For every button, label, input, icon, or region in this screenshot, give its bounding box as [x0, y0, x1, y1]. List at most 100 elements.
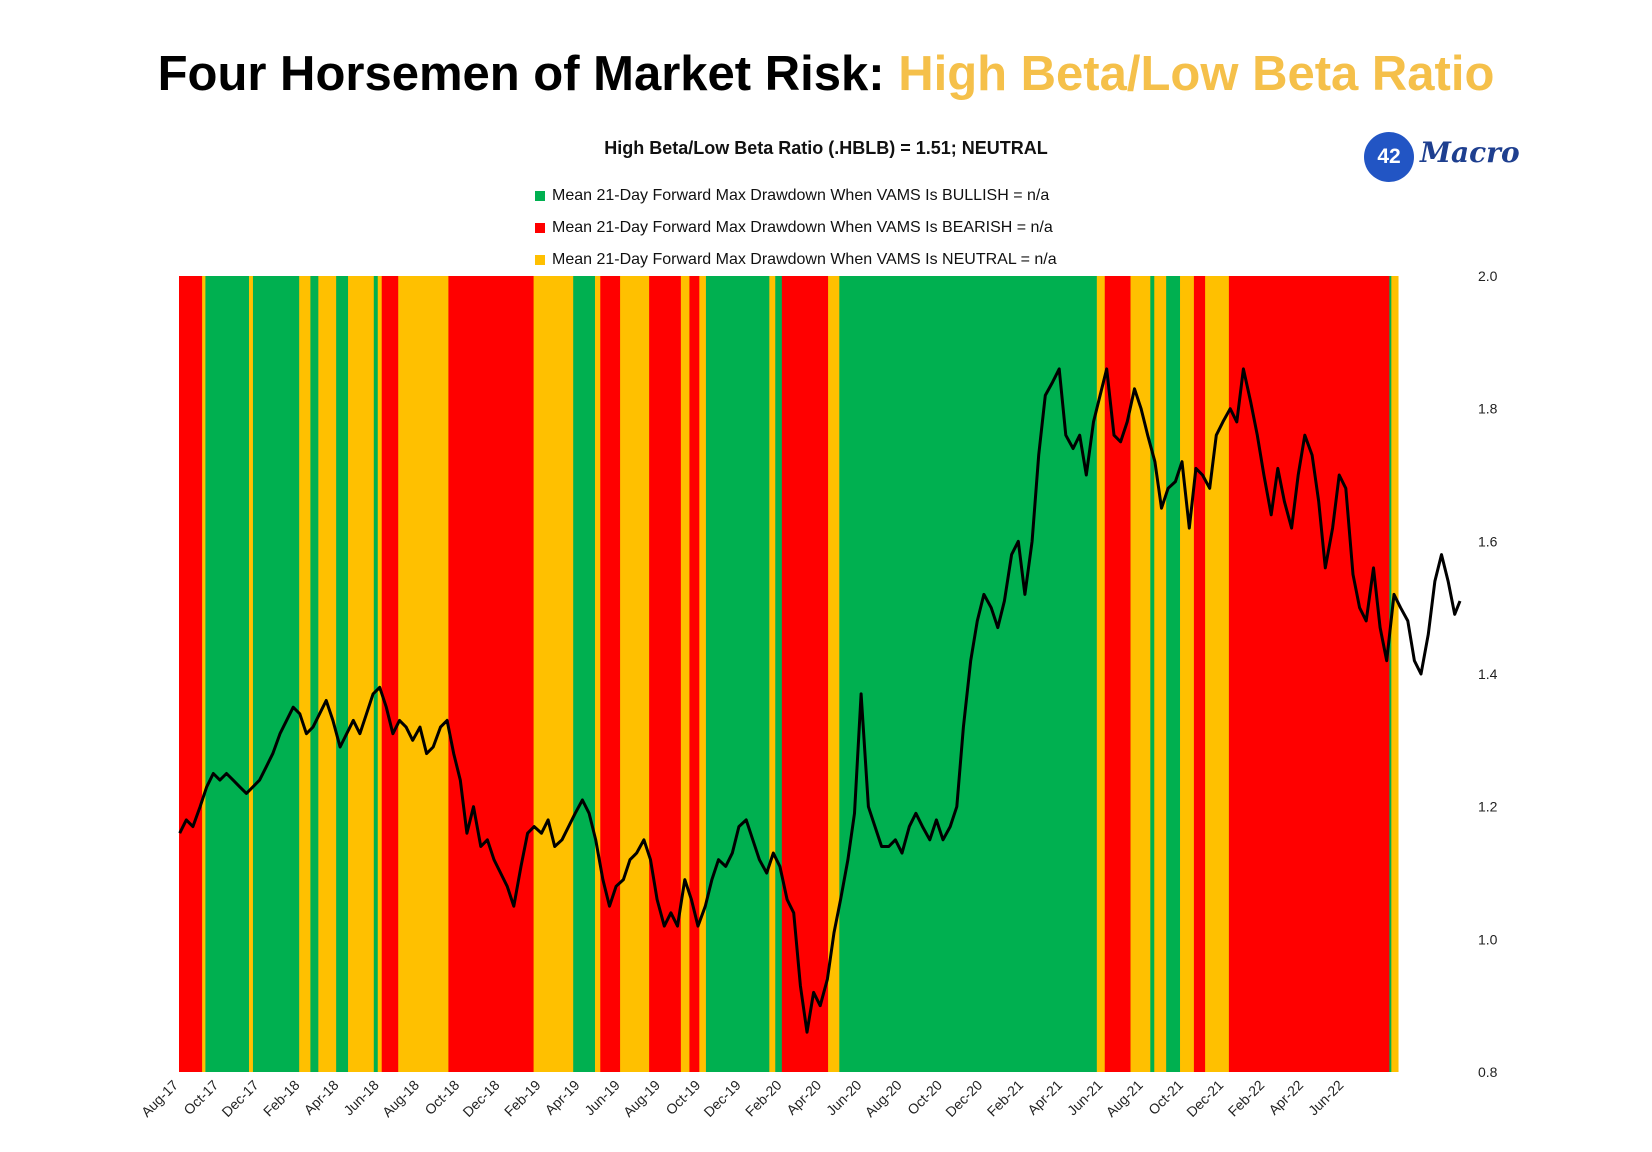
legend-swatch-bearish: [535, 223, 545, 233]
regime-band-neutral: [680, 276, 691, 1072]
regime-band-neutral: [299, 276, 312, 1072]
regime-band-bullish: [336, 276, 349, 1072]
x-tick-label: Aug-19: [620, 1077, 663, 1120]
regime-band-bullish: [205, 276, 250, 1072]
regime-band-bearish: [448, 276, 535, 1072]
regime-band-bearish: [1228, 276, 1390, 1072]
regime-band-neutral: [318, 276, 337, 1072]
regime-band-neutral: [620, 276, 650, 1072]
x-tick-label: Jun-22: [1305, 1077, 1347, 1119]
legend-label-neutral: Mean 21-Day Forward Max Drawdown When VA…: [552, 251, 1057, 268]
x-tick-label: Dec-18: [459, 1077, 502, 1120]
y-tick-label: 1.2: [1478, 799, 1498, 815]
regime-bands: [179, 276, 1399, 1072]
x-tick-label: Oct-21: [1145, 1077, 1186, 1118]
y-tick-label: 2.0: [1478, 268, 1498, 284]
regime-band-bearish: [781, 276, 829, 1072]
regime-band-neutral: [202, 276, 207, 1072]
page-title-accent: High Beta/Low Beta Ratio: [898, 47, 1495, 101]
x-tick-label: Oct-20: [904, 1077, 945, 1118]
regime-band-bullish: [310, 276, 319, 1072]
regime-band-bearish: [600, 276, 621, 1072]
regime-band-neutral: [1154, 276, 1167, 1072]
x-tick-label: Dec-21: [1183, 1077, 1226, 1120]
x-tick-label: Dec-20: [942, 1077, 985, 1120]
x-tick-label: Apr-21: [1024, 1077, 1065, 1118]
regime-band-bearish: [381, 276, 399, 1072]
regime-band-neutral: [1180, 276, 1195, 1072]
x-tick-label: Feb-18: [260, 1077, 303, 1120]
y-tick-label: 1.0: [1478, 931, 1498, 947]
regime-band-neutral: [1096, 276, 1106, 1072]
regime-band-neutral: [1130, 276, 1151, 1072]
x-tick-label: Apr-22: [1265, 1077, 1306, 1118]
regime-band-neutral: [769, 276, 776, 1072]
regime-band-neutral: [1391, 276, 1399, 1072]
x-tick-label: Feb-21: [984, 1077, 1027, 1120]
regime-band-neutral: [699, 276, 707, 1072]
page-title-main: Four Horsemen of Market Risk:: [157, 47, 899, 101]
regime-band-bearish: [179, 276, 203, 1072]
x-tick-label: Jun-21: [1064, 1077, 1106, 1119]
y-tick-label: 1.8: [1478, 401, 1498, 417]
legend-item-neutral: Mean 21-Day Forward Max Drawdown When VA…: [535, 244, 1057, 276]
x-axis: Aug-17 Oct-17Dec-17Feb-18Apr-18Jun-18Aug-…: [138, 1077, 1347, 1120]
x-tick-label: Jun-18: [340, 1077, 382, 1119]
regime-band-bearish: [1193, 276, 1206, 1072]
regime-band-neutral: [248, 276, 254, 1072]
y-tick-label: 1.6: [1478, 533, 1498, 549]
regime-band-neutral: [398, 276, 449, 1072]
x-tick-label: Dec-17: [218, 1077, 261, 1120]
y-tick-label: 0.8: [1478, 1064, 1498, 1080]
x-tick-label: Aug-17: [138, 1077, 181, 1120]
regime-band-neutral: [348, 276, 375, 1072]
regime-band-bearish: [689, 276, 700, 1072]
regime-band-neutral: [377, 276, 383, 1072]
x-tick-label: Feb-22: [1225, 1077, 1268, 1120]
x-tick-label: Jun-20: [823, 1077, 865, 1119]
chart-title: High Beta/Low Beta Ratio (.HBLB) = 1.51;…: [604, 138, 1048, 158]
x-tick-label: Feb-20: [742, 1077, 785, 1120]
logo-wordmark: Macro: [1420, 136, 1520, 169]
x-tick-label: Apr-18: [301, 1077, 342, 1118]
legend-label-bullish: Mean 21-Day Forward Max Drawdown When VA…: [552, 187, 1050, 204]
regime-band-neutral: [1205, 276, 1230, 1072]
regime-band-bullish: [1150, 276, 1155, 1072]
logo-badge: 42: [1364, 132, 1414, 182]
chart-legend: Mean 21-Day Forward Max Drawdown When VA…: [535, 180, 1057, 276]
legend-item-bearish: Mean 21-Day Forward Max Drawdown When VA…: [535, 212, 1057, 244]
regime-band-bullish: [1389, 276, 1392, 1072]
regime-band-neutral: [594, 276, 601, 1072]
legend-item-bullish: Mean 21-Day Forward Max Drawdown When VA…: [535, 180, 1057, 212]
regime-band-neutral: [533, 276, 574, 1072]
regime-band-bearish: [649, 276, 682, 1072]
x-tick-label: Oct-19: [662, 1077, 703, 1118]
regime-band-bullish: [1166, 276, 1181, 1072]
x-tick-label: Oct-18: [421, 1077, 462, 1118]
regime-band-bullish: [705, 276, 770, 1072]
y-tick-label: 1.4: [1478, 666, 1498, 682]
regime-band-bearish: [1104, 276, 1132, 1072]
brand-logo: 42 Macro: [1364, 132, 1524, 182]
regime-band-bullish: [573, 276, 596, 1072]
y-axis: 0.8 1.0 1.2 1.4 1.6 1.8 2.0: [1478, 268, 1498, 1080]
series-line: [178, 367, 1462, 1034]
legend-swatch-bullish: [535, 191, 545, 201]
x-tick-label: Apr-20: [783, 1077, 824, 1118]
x-tick-label: Aug-18: [379, 1077, 422, 1120]
regime-band-neutral: [828, 276, 840, 1072]
regime-band-bullish: [775, 276, 783, 1072]
regime-band-bullish: [373, 276, 379, 1072]
x-tick-label: Aug-20: [862, 1077, 905, 1120]
x-tick-label: Jun-19: [581, 1077, 623, 1119]
x-tick-label: Oct-17: [180, 1077, 221, 1118]
x-tick-label: Feb-19: [501, 1077, 544, 1120]
x-tick-label: Aug-21: [1103, 1077, 1146, 1120]
x-tick-label: Dec-19: [700, 1077, 743, 1120]
x-tick-label: Apr-19: [542, 1077, 583, 1118]
regime-band-bullish: [252, 276, 300, 1072]
legend-swatch-neutral: [535, 255, 545, 265]
page-title: Four Horsemen of Market Risk: High Beta/…: [0, 46, 1652, 102]
legend-label-bearish: Mean 21-Day Forward Max Drawdown When VA…: [552, 219, 1053, 236]
